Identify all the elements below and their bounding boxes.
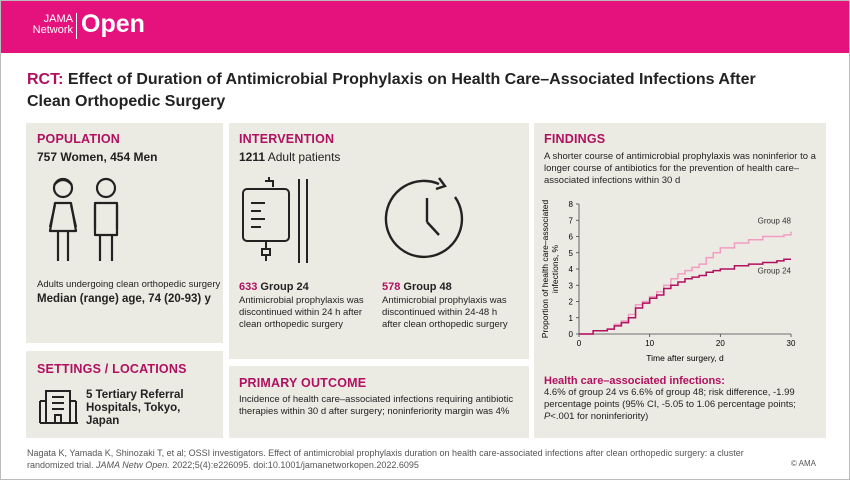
y-tick-label: 7 xyxy=(569,216,574,225)
people-icon xyxy=(48,177,119,261)
population-desc: Adults undergoing clean orthopedic surge… xyxy=(37,279,221,290)
y-tick-label: 2 xyxy=(569,298,574,307)
logo-open: Open xyxy=(81,10,145,38)
y-axis-label: Proportion of health care–associated xyxy=(540,200,550,339)
population-count: 757 Women, 454 Men xyxy=(37,150,158,164)
outcome-text: Incidence of health care–associated infe… xyxy=(239,394,514,417)
y-tick-label: 0 xyxy=(569,330,574,339)
y-tick-label: 3 xyxy=(569,281,574,290)
title-prefix: RCT: xyxy=(27,71,64,88)
series-label: Group 24 xyxy=(758,266,792,275)
intervention-panel: INTERVENTION 1211 Adult patients 633 Gro… xyxy=(229,123,529,359)
findings-result: Health care–associated infections: 4.6% … xyxy=(544,375,819,423)
logo-jama: JAMA Network xyxy=(27,14,73,36)
x-tick-label: 10 xyxy=(645,339,654,348)
result-heading: Health care–associated infections: xyxy=(544,375,725,387)
total-label: Adult patients xyxy=(267,150,341,164)
group-desc: Antimicrobial prophylaxis was discontinu… xyxy=(239,295,364,330)
group-24: 633 Group 24 Antimicrobial prophylaxis w… xyxy=(239,281,369,331)
citation-text: Nagata K, Yamada K, Shinozaki T, et al; … xyxy=(27,448,744,470)
logo-divider xyxy=(76,13,77,39)
settings-panel: SETTINGS / LOCATIONS 5 Tertiary Referral… xyxy=(26,351,223,438)
group-n: 633 xyxy=(239,281,258,293)
group-name: Group 48 xyxy=(403,281,452,293)
group-name: Group 24 xyxy=(260,281,309,293)
x-axis-label: Time after surgery, d xyxy=(646,353,724,363)
group-n: 578 xyxy=(382,281,401,293)
group-48: 578 Group 48 Antimicrobial prophylaxis w… xyxy=(382,281,512,331)
series-line xyxy=(579,258,791,335)
y-tick-label: 4 xyxy=(569,265,574,274)
panel-heading: POPULATION xyxy=(37,132,121,146)
y-tick-label: 8 xyxy=(569,200,574,209)
citation: Nagata K, Yamada K, Shinozaki T, et al; … xyxy=(27,447,767,471)
series-label: Group 48 xyxy=(758,217,792,226)
total-number: 1211 xyxy=(239,150,266,164)
logo-line: Network xyxy=(32,24,73,36)
copyright: © AMA xyxy=(791,459,817,468)
x-tick-label: 20 xyxy=(716,339,725,348)
findings-panel: FINDINGS A shorter course of antimicrobi… xyxy=(534,123,826,438)
y-axis-label: infections, % xyxy=(550,244,560,293)
citation-text: 2022;5(4):e226095. doi:10.1001/jamanetwo… xyxy=(169,460,419,470)
title: RCT: Effect of Duration of Antimicrobial… xyxy=(27,69,787,113)
x-tick-label: 0 xyxy=(577,339,582,348)
series-line xyxy=(579,231,792,335)
x-tick-label: 30 xyxy=(787,339,796,348)
header-bar: JAMA Network Open xyxy=(1,1,849,53)
clock-icon xyxy=(384,177,464,259)
group-desc: Antimicrobial prophylaxis was discontinu… xyxy=(382,295,508,330)
panel-heading: INTERVENTION xyxy=(239,132,335,146)
y-tick-label: 5 xyxy=(569,249,574,258)
citation-journal: JAMA Netw Open. xyxy=(96,460,170,470)
settings-text: 5 Tertiary Referral Hospitals, Tokyo, Ja… xyxy=(86,389,184,427)
y-tick-label: 6 xyxy=(569,233,574,242)
panel-heading: FINDINGS xyxy=(544,132,606,146)
panel-heading: PRIMARY OUTCOME xyxy=(239,376,367,390)
panel-heading: SETTINGS / LOCATIONS xyxy=(37,362,187,376)
logo-line: JAMA xyxy=(43,13,73,25)
population-panel: POPULATION 757 Women, 454 Men Adults und… xyxy=(26,123,223,343)
title-text: Effect of Duration of Antimicrobial Prop… xyxy=(27,71,756,110)
y-tick-label: 1 xyxy=(569,314,574,323)
result-text: <.001 for noninferiority) xyxy=(550,411,649,422)
outcome-panel: PRIMARY OUTCOME Incidence of health care… xyxy=(229,366,529,438)
findings-text: A shorter course of antimicrobial prophy… xyxy=(544,151,816,186)
result-text: 4.6% of group 24 vs 6.6% of group 48; ri… xyxy=(544,387,796,410)
intervention-total: 1211 Adult patients xyxy=(239,150,340,164)
result-p: P xyxy=(544,411,551,422)
chart: 0 1 2 3 4 5 6 7 8 0 10 20 30 Time after surgery, d Pro… xyxy=(540,200,796,363)
iv-bag-icon xyxy=(242,177,308,263)
building-icon xyxy=(39,390,78,424)
population-age: Median (range) age, 74 (20-93) y xyxy=(37,293,211,305)
